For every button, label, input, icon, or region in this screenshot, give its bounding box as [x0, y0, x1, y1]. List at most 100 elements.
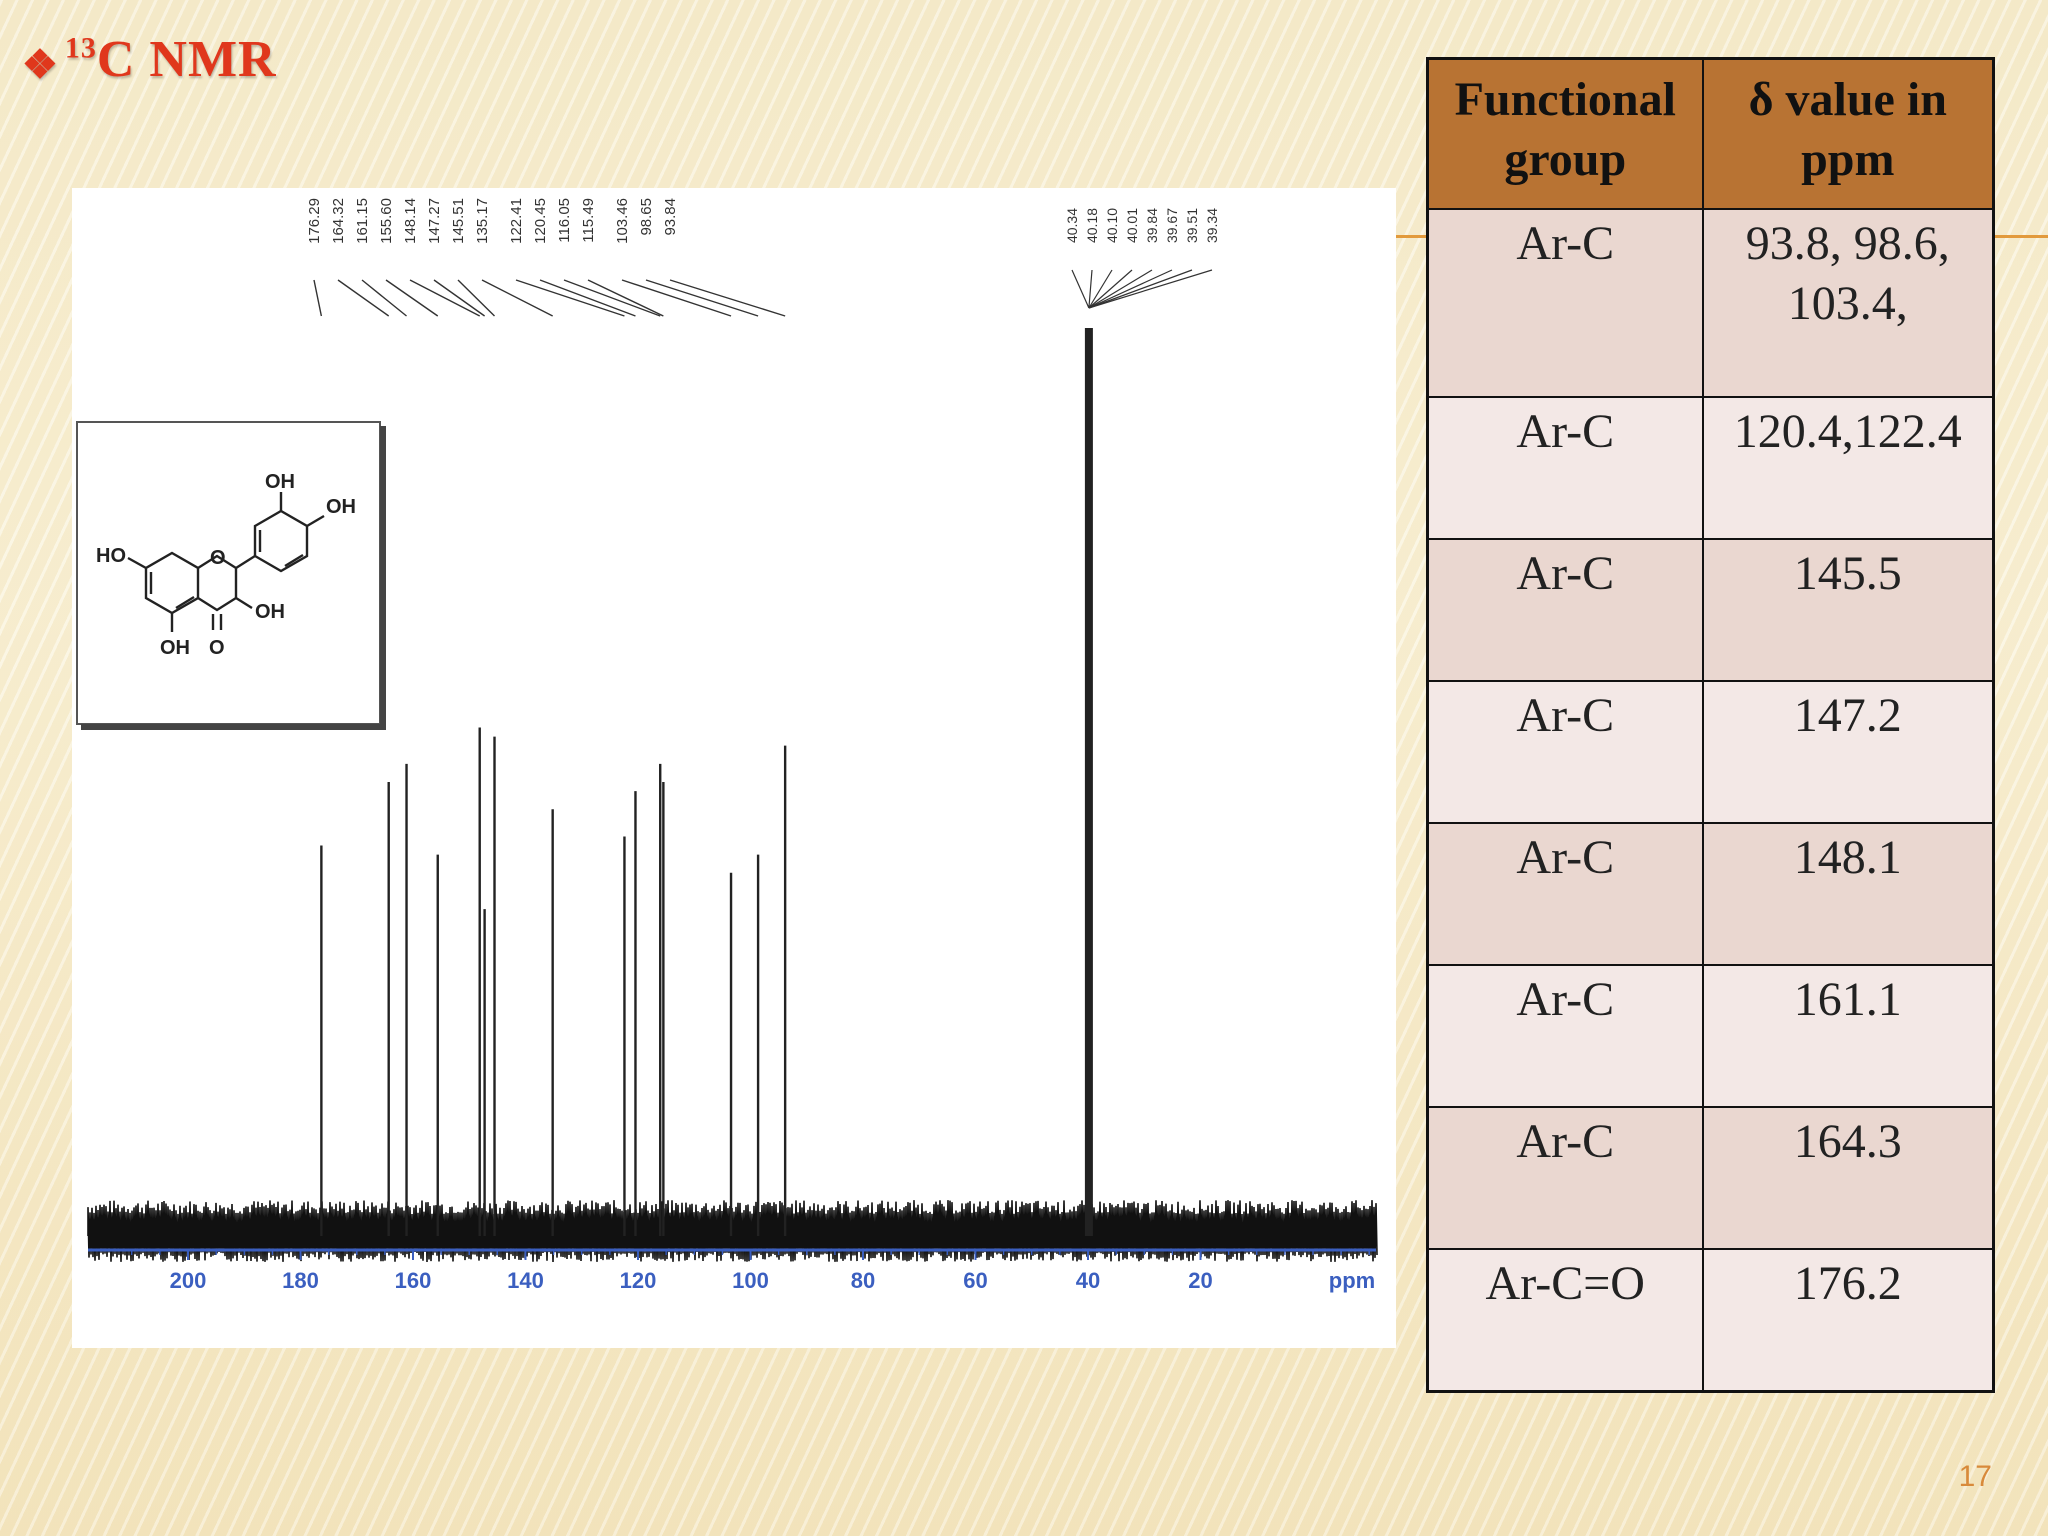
- table-row: Ar-C 164.3: [1426, 1106, 1995, 1250]
- molecule-label-oh-bottom: OH: [160, 637, 190, 659]
- cell-value: 161.1: [1701, 964, 1995, 1108]
- table-row: Ar-C 147.2: [1426, 680, 1995, 824]
- cell-group: Ar-C: [1426, 680, 1704, 824]
- peak-leader: [337, 279, 390, 317]
- molecule-label-ring-o: O: [210, 547, 226, 569]
- nmr-spectrum-svg: OH OH HO O OH OH O 200 180 160 140 120 100 80 6…: [76, 198, 1378, 1293]
- peak-label: 115.49: [580, 198, 597, 243]
- x-tick-label: 140: [507, 1268, 544, 1293]
- peak-leader: [587, 279, 664, 317]
- table-row: Ar-C=O 176.2: [1426, 1248, 1995, 1393]
- cell-group: Ar-C: [1426, 208, 1704, 398]
- title-text: C NMR: [96, 31, 277, 88]
- solvent-leader: [1088, 269, 1133, 309]
- cell-value: 145.5: [1701, 538, 1995, 682]
- x-tick-label: 60: [963, 1268, 987, 1293]
- cell-value: 176.2: [1701, 1248, 1995, 1393]
- molecule-structure: OH OH HO O OH OH O: [76, 421, 386, 730]
- cell-value: 147.2: [1701, 680, 1995, 824]
- peak-label: 116.05: [556, 198, 573, 243]
- x-tick-label: 100: [732, 1268, 769, 1293]
- page-number: 17: [1958, 1460, 1992, 1493]
- molecule-frame-shadow: [380, 426, 386, 728]
- molecule-frame: [76, 421, 381, 725]
- peak-leader: [669, 279, 786, 317]
- x-axis-label: ppm: [1329, 1268, 1375, 1293]
- x-tick-label: 40: [1076, 1268, 1100, 1293]
- x-tick-label: 80: [851, 1268, 875, 1293]
- solvent-peak-label: 39.84: [1144, 208, 1160, 243]
- peak-label: 147.27: [426, 198, 443, 244]
- cell-value: 120.4,122.4: [1701, 396, 1995, 540]
- solvent-peak-label: 40.34: [1064, 208, 1080, 243]
- nmr-spectrum: OH OH HO O OH OH O 200 180 160 140 120 100 80 6…: [72, 188, 1396, 1348]
- peak-leader: [385, 279, 439, 317]
- molecule-labels: OH OH HO O OH OH O: [96, 471, 356, 659]
- cell-group: Ar-C=O: [1426, 1248, 1704, 1393]
- peak-label: 98.65: [638, 198, 655, 236]
- peak-leader: [361, 279, 407, 317]
- solvent-leader: [1088, 269, 1213, 309]
- cell-group: Ar-C: [1426, 396, 1704, 540]
- solvent-peak-label: 39.67: [1164, 208, 1180, 243]
- molecule-label-carbonyl-o: O: [209, 637, 225, 659]
- peak-leader: [433, 279, 486, 317]
- peak-label: 103.46: [614, 198, 631, 244]
- x-tick-label: 120: [620, 1268, 657, 1293]
- shift-table: Functional group δ value in ppm Ar-C 93.…: [1426, 57, 1995, 1393]
- x-tick-label: 160: [395, 1268, 432, 1293]
- solvent-peak-label: 40.18: [1084, 208, 1100, 243]
- diamond-bullet-icon: ❖: [22, 41, 59, 87]
- cell-group: Ar-C: [1426, 964, 1704, 1108]
- peak-label: 176.29: [306, 198, 323, 244]
- solvent-peak-label: 40.10: [1104, 208, 1120, 243]
- solvent-peak-label: 40.01: [1124, 208, 1140, 243]
- peak-label: 148.14: [402, 198, 419, 244]
- molecule-bonds: [127, 492, 325, 632]
- peak-label: 164.32: [330, 198, 347, 244]
- header-delta-value: δ value in ppm: [1701, 57, 1995, 210]
- peak-label: 145.51: [450, 198, 467, 244]
- cell-group: Ar-C: [1426, 538, 1704, 682]
- solvent-leader: [1088, 269, 1093, 309]
- x-tick-label: 20: [1188, 1268, 1212, 1293]
- x-tick-label: 180: [282, 1268, 319, 1293]
- peak-label: 93.84: [662, 198, 679, 236]
- peak-leader: [645, 279, 759, 317]
- table-header-row: Functional group δ value in ppm: [1426, 57, 1995, 210]
- cell-value: 148.1: [1701, 822, 1995, 966]
- solvent-peak-label: 39.34: [1204, 208, 1220, 243]
- molecule-frame-shadow-bottom: [81, 724, 386, 730]
- table-row: Ar-C 148.1: [1426, 822, 1995, 966]
- peak-leader: [621, 279, 732, 317]
- peak-leader: [457, 279, 495, 317]
- peak-leader: [409, 279, 481, 317]
- peak-leader: [313, 279, 323, 317]
- peak-leader: [515, 279, 625, 317]
- solvent-peak-label: 39.51: [1184, 208, 1200, 243]
- peak-label: 155.60: [378, 198, 395, 244]
- table-row: Ar-C 145.5: [1426, 538, 1995, 682]
- solvent-leader: [1071, 269, 1090, 309]
- peak-label: 161.15: [354, 198, 371, 244]
- x-tick-label: 200: [170, 1268, 207, 1293]
- peak-label: 122.41: [508, 198, 525, 244]
- cell-value: 93.8, 98.6, 103.4,: [1701, 208, 1995, 398]
- peak-label: 135.17: [474, 198, 491, 244]
- solvent-leader: [1088, 269, 1113, 309]
- title-superscript: 13: [64, 31, 97, 65]
- solvent-leader: [1088, 269, 1153, 309]
- slide-title: ❖ 13C NMR: [22, 30, 277, 89]
- peak-leader: [539, 279, 636, 317]
- cell-group: Ar-C: [1426, 822, 1704, 966]
- table-row: Ar-C 120.4,122.4: [1426, 396, 1995, 540]
- header-functional-group: Functional group: [1426, 57, 1704, 210]
- molecule-label-oh-ring-c: OH: [255, 601, 285, 623]
- solvent-leader: [1088, 269, 1193, 309]
- peak-leader: [481, 279, 553, 317]
- table-row: Ar-C 93.8, 98.6, 103.4,: [1426, 208, 1995, 398]
- table-row: Ar-C 161.1: [1426, 964, 1995, 1108]
- peak-leader: [563, 279, 661, 317]
- peak-label: 120.45: [532, 198, 549, 244]
- molecule-label-oh-top: OH: [265, 471, 295, 493]
